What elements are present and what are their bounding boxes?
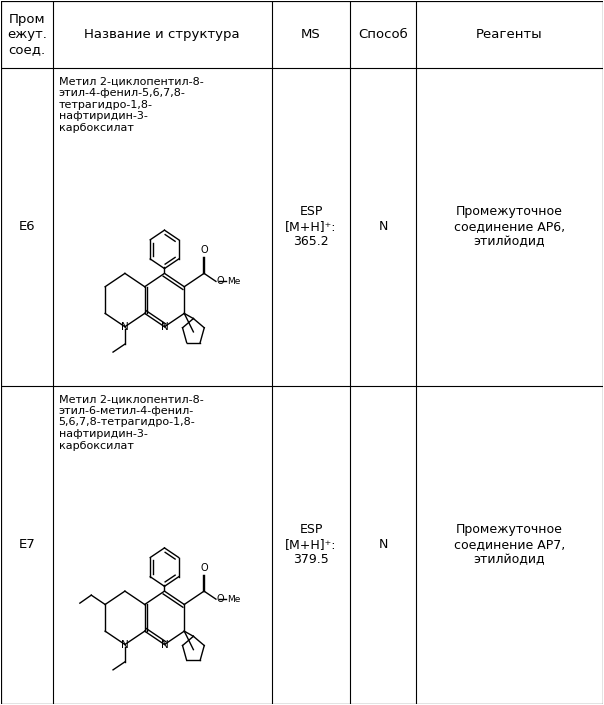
Text: Метил 2-циклопентил-8-
этил-6-метил-4-фенил-
5,6,7,8-тетрагидро-1,8-
нафтиридин-: Метил 2-циклопентил-8- этил-6-метил-4-фе…: [59, 394, 204, 450]
Text: Пром
ежут.
соед.: Пром ежут. соед.: [7, 13, 47, 56]
Text: Название и структура: Название и структура: [85, 28, 240, 42]
Text: MS: MS: [301, 28, 321, 42]
Text: Способ: Способ: [358, 28, 408, 42]
Text: N: N: [379, 221, 388, 233]
Text: O: O: [217, 594, 224, 604]
Text: Me: Me: [226, 277, 240, 286]
Text: E7: E7: [19, 538, 36, 551]
Text: N: N: [379, 538, 388, 551]
Text: ESP
[M+H]⁺:
379.5: ESP [M+H]⁺: 379.5: [285, 523, 337, 566]
Text: Me: Me: [226, 594, 240, 603]
Text: Реагенты: Реагенты: [476, 28, 543, 42]
Text: ESP
[M+H]⁺:
365.2: ESP [M+H]⁺: 365.2: [285, 205, 337, 248]
Text: O: O: [201, 245, 208, 255]
Text: E6: E6: [19, 221, 35, 233]
Text: N: N: [121, 639, 129, 649]
Text: O: O: [217, 276, 224, 286]
Text: N: N: [121, 321, 129, 332]
Text: Промежуточное
соединение АР7,
этилйодид: Промежуточное соединение АР7, этилйодид: [454, 523, 565, 566]
Text: Промежуточное
соединение АР6,
этилйодид: Промежуточное соединение АР6, этилйодид: [454, 205, 565, 248]
Text: N: N: [161, 639, 169, 649]
Text: O: O: [201, 563, 208, 573]
Text: Метил 2-циклопентил-8-
этил-4-фенил-5,6,7,8-
тетрагидро-1,8-
нафтиридин-3-
карбо: Метил 2-циклопентил-8- этил-4-фенил-5,6,…: [59, 77, 204, 133]
Text: N: N: [161, 321, 169, 332]
